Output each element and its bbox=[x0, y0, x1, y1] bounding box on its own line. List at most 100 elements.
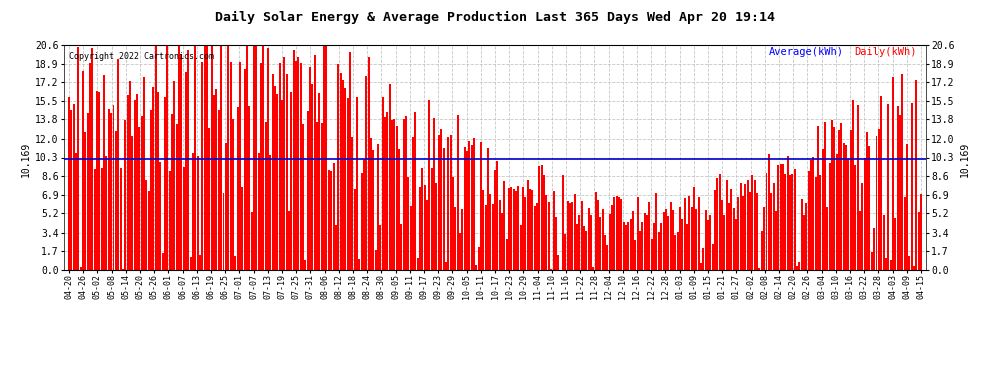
Bar bbox=[482, 190, 484, 270]
Bar bbox=[736, 219, 738, 270]
Bar bbox=[246, 45, 248, 270]
Bar bbox=[719, 174, 721, 270]
Bar bbox=[522, 188, 524, 270]
Text: Average(kWh): Average(kWh) bbox=[769, 47, 843, 57]
Bar bbox=[918, 211, 920, 270]
Bar bbox=[463, 147, 465, 270]
Bar bbox=[707, 220, 709, 270]
Bar bbox=[389, 84, 391, 270]
Bar bbox=[391, 120, 393, 270]
Bar bbox=[365, 76, 367, 270]
Bar bbox=[714, 190, 716, 270]
Bar bbox=[547, 202, 549, 270]
Bar bbox=[122, 269, 124, 270]
Bar bbox=[103, 75, 105, 270]
Bar bbox=[124, 120, 126, 270]
Bar bbox=[562, 175, 564, 270]
Bar bbox=[403, 119, 405, 270]
Bar bbox=[657, 231, 659, 270]
Bar bbox=[358, 260, 360, 270]
Bar bbox=[146, 180, 148, 270]
Bar bbox=[569, 203, 571, 270]
Bar bbox=[356, 98, 358, 270]
Bar bbox=[740, 183, 742, 270]
Bar bbox=[372, 150, 374, 270]
Bar bbox=[101, 168, 103, 270]
Bar bbox=[820, 175, 822, 270]
Bar bbox=[742, 196, 744, 270]
Bar bbox=[305, 260, 307, 270]
Bar bbox=[257, 153, 259, 270]
Bar bbox=[899, 115, 901, 270]
Bar bbox=[201, 62, 203, 270]
Bar bbox=[431, 168, 433, 270]
Bar bbox=[288, 211, 290, 270]
Bar bbox=[751, 175, 753, 270]
Bar bbox=[129, 81, 131, 270]
Bar bbox=[864, 158, 866, 270]
Bar bbox=[705, 210, 707, 270]
Bar bbox=[443, 148, 445, 270]
Bar bbox=[583, 226, 585, 270]
Bar bbox=[672, 210, 674, 270]
Bar bbox=[580, 201, 582, 270]
Bar bbox=[616, 196, 618, 270]
Bar bbox=[363, 159, 365, 270]
Bar bbox=[321, 123, 323, 270]
Bar bbox=[89, 63, 91, 270]
Bar bbox=[679, 207, 681, 270]
Bar bbox=[765, 173, 767, 270]
Bar bbox=[529, 189, 531, 270]
Bar bbox=[351, 137, 353, 270]
Bar bbox=[749, 192, 751, 270]
Bar bbox=[194, 45, 196, 270]
Bar bbox=[173, 81, 175, 270]
Bar bbox=[360, 173, 362, 270]
Bar bbox=[148, 191, 149, 270]
Bar bbox=[545, 195, 547, 270]
Bar bbox=[805, 203, 807, 270]
Bar bbox=[139, 127, 141, 270]
Bar bbox=[166, 45, 168, 270]
Bar bbox=[382, 98, 384, 270]
Bar bbox=[573, 194, 575, 270]
Bar bbox=[625, 225, 627, 270]
Bar bbox=[499, 201, 501, 270]
Bar bbox=[897, 106, 899, 270]
Bar bbox=[237, 107, 239, 270]
Bar bbox=[721, 200, 723, 270]
Bar bbox=[822, 149, 824, 270]
Bar bbox=[856, 105, 858, 270]
Bar bbox=[220, 45, 222, 270]
Bar bbox=[127, 95, 129, 270]
Bar bbox=[590, 215, 592, 270]
Bar bbox=[503, 180, 505, 270]
Bar bbox=[209, 128, 211, 270]
Bar bbox=[817, 126, 819, 270]
Text: Daily Solar Energy & Average Production Last 365 Days Wed Apr 20 19:14: Daily Solar Energy & Average Production … bbox=[215, 11, 775, 24]
Bar bbox=[415, 112, 417, 270]
Bar bbox=[480, 142, 482, 270]
Bar bbox=[262, 45, 264, 270]
Bar bbox=[779, 164, 781, 270]
Bar bbox=[681, 219, 683, 270]
Bar bbox=[541, 165, 543, 270]
Bar bbox=[283, 57, 285, 270]
Bar bbox=[894, 217, 896, 270]
Bar bbox=[319, 93, 321, 270]
Bar bbox=[698, 196, 700, 270]
Bar bbox=[271, 74, 273, 270]
Bar bbox=[417, 258, 419, 270]
Bar bbox=[829, 163, 831, 270]
Bar bbox=[506, 239, 508, 270]
Bar bbox=[906, 144, 908, 270]
Bar bbox=[878, 129, 880, 270]
Bar bbox=[314, 55, 316, 270]
Bar bbox=[604, 235, 606, 270]
Bar bbox=[225, 144, 227, 270]
Bar bbox=[525, 197, 527, 270]
Bar bbox=[655, 193, 657, 270]
Bar bbox=[683, 198, 685, 270]
Bar bbox=[436, 183, 438, 270]
Bar bbox=[230, 62, 232, 270]
